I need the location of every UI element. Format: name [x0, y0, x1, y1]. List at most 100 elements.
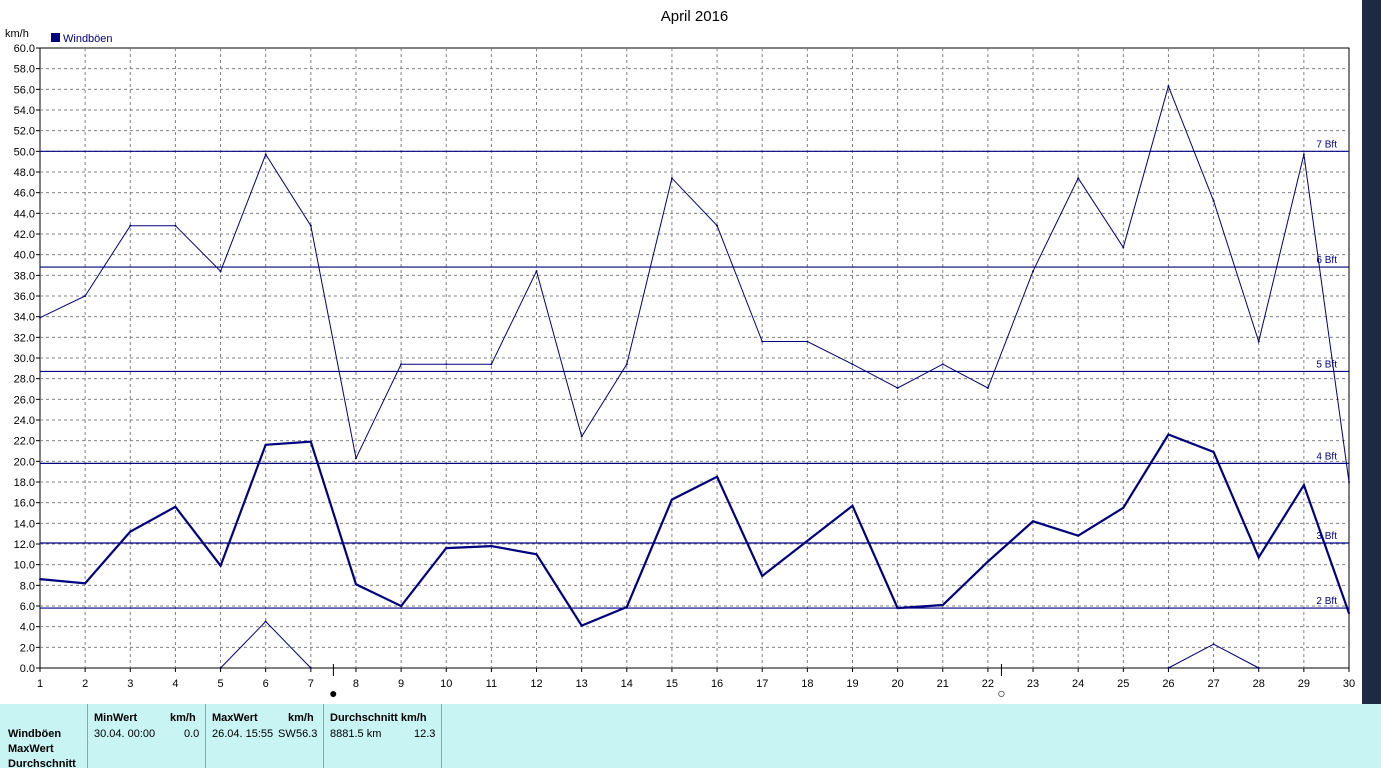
max-value: 56.3 [296, 728, 318, 740]
data-point-average [1122, 506, 1125, 509]
row-label-durchschnitt: Durchschnitt [8, 758, 76, 770]
data-point-average [806, 539, 809, 542]
data-point-max [1257, 340, 1260, 343]
x-tick-label: 3 [127, 678, 133, 690]
min-header: MinWert [94, 712, 138, 724]
beaufort-label: 6 Bft [1316, 255, 1337, 266]
x-tick-label: 8 [353, 678, 359, 690]
data-point-max [1077, 177, 1080, 180]
data-point-max [1167, 85, 1170, 88]
y-tick-label: 4.0 [20, 622, 35, 634]
column-divider [441, 704, 442, 768]
data-point-max [400, 363, 403, 366]
y-tick-label: 54.0 [14, 105, 35, 117]
min-unit: km/h [170, 712, 196, 724]
x-tick-label: 5 [217, 678, 223, 690]
data-point-min [1167, 667, 1170, 669]
data-point-max [1032, 270, 1035, 273]
x-tick-label: 10 [440, 678, 452, 690]
data-point-average [986, 560, 989, 563]
data-point-max [1212, 199, 1215, 202]
data-point-max [761, 340, 764, 343]
data-point-max [39, 316, 41, 319]
x-tick-label: 26 [1162, 678, 1174, 690]
x-tick-label: 7 [308, 678, 314, 690]
y-tick-label: 18.0 [14, 477, 35, 489]
beaufort-label: 4 Bft [1316, 451, 1337, 462]
max-direction: SW [278, 728, 296, 740]
data-point-max [1302, 153, 1305, 156]
data-point-average [129, 530, 132, 533]
data-point-max [445, 363, 448, 366]
data-point-max [896, 386, 899, 389]
x-tick-label: 4 [172, 678, 178, 690]
data-point-max [309, 224, 312, 227]
y-tick-label: 56.0 [14, 84, 35, 96]
y-tick-label: 50.0 [14, 146, 35, 158]
y-tick-label: 44.0 [14, 208, 35, 220]
y-tick-label: 60.0 [14, 43, 35, 55]
data-point-average [1257, 556, 1260, 559]
data-point-min [1257, 667, 1260, 669]
avg-value: 12.3 [414, 728, 436, 740]
data-point-max [941, 363, 944, 366]
y-tick-label: 28.0 [14, 374, 35, 386]
min-datetime: 30.04. 00:00 [94, 728, 156, 740]
data-point-max [716, 224, 719, 227]
data-point-average [1077, 534, 1080, 537]
beaufort-label: 2 Bft [1316, 596, 1337, 607]
legend-label: Windböen [63, 33, 113, 45]
x-tick-label: 25 [1117, 678, 1129, 690]
y-tick-label: 40.0 [14, 250, 35, 262]
column-divider [87, 704, 88, 768]
data-point-max [129, 224, 132, 227]
y-tick-label: 34.0 [14, 312, 35, 324]
x-tick-label: 13 [576, 678, 588, 690]
data-point-average [490, 545, 493, 548]
data-point-average [1032, 520, 1035, 523]
y-tick-label: 46.0 [14, 188, 35, 200]
x-tick-label: 20 [891, 678, 903, 690]
data-point-average [400, 605, 403, 607]
x-tick-label: 9 [398, 678, 404, 690]
y-tick-label: 32.0 [14, 332, 35, 344]
y-tick-label: 48.0 [14, 167, 35, 179]
data-point-max [354, 457, 357, 460]
data-point-max [174, 224, 177, 227]
data-point-average [535, 553, 538, 556]
column-divider [323, 704, 324, 768]
x-tick-label: 17 [756, 678, 768, 690]
chart-title: April 2016 [661, 8, 729, 25]
beaufort-label: 5 Bft [1316, 359, 1337, 370]
data-point-average [1167, 433, 1170, 436]
window-edge [1362, 0, 1381, 704]
data-point-average [445, 547, 448, 550]
data-point-min [264, 620, 267, 623]
x-tick-label: 27 [1207, 678, 1219, 690]
data-point-average [264, 443, 267, 446]
series-line-max [39, 84, 1350, 483]
stats-panel: Windböen MaxWert Durchschnitt MinWert km… [0, 704, 1381, 770]
data-point-average [1302, 484, 1305, 487]
data-point-min [219, 667, 222, 669]
data-point-average [941, 603, 944, 606]
y-tick-label: 6.0 [20, 601, 35, 613]
data-point-max [580, 435, 583, 438]
min-value: 0.0 [184, 728, 200, 740]
data-point-max [1122, 246, 1125, 249]
avg-column: Durchschnitt km/h 8881.5 km 12.3 [324, 704, 441, 768]
max-datetime: 26.04. 15:55 [212, 728, 274, 740]
y-tick-label: 30.0 [14, 353, 35, 365]
x-tick-label: 30 [1343, 678, 1355, 690]
x-tick-label: 21 [937, 678, 949, 690]
x-tick-label: 16 [711, 678, 723, 690]
y-tick-label: 42.0 [14, 229, 35, 241]
y-tick-label: 14.0 [14, 518, 35, 530]
x-tick-label: 12 [530, 678, 542, 690]
x-tick-label: 2 [82, 678, 88, 690]
y-tick-label: 26.0 [14, 394, 35, 406]
y-tick-label: 2.0 [20, 642, 35, 654]
chart-area: 0.0 2.0 4.0 6.0 8.0 10.0 12.0 14.0 16.0 18.0 20.0 2… [5, 8, 1355, 701]
y-tick-label: 58.0 [14, 64, 35, 76]
data-point-average [1212, 451, 1215, 454]
